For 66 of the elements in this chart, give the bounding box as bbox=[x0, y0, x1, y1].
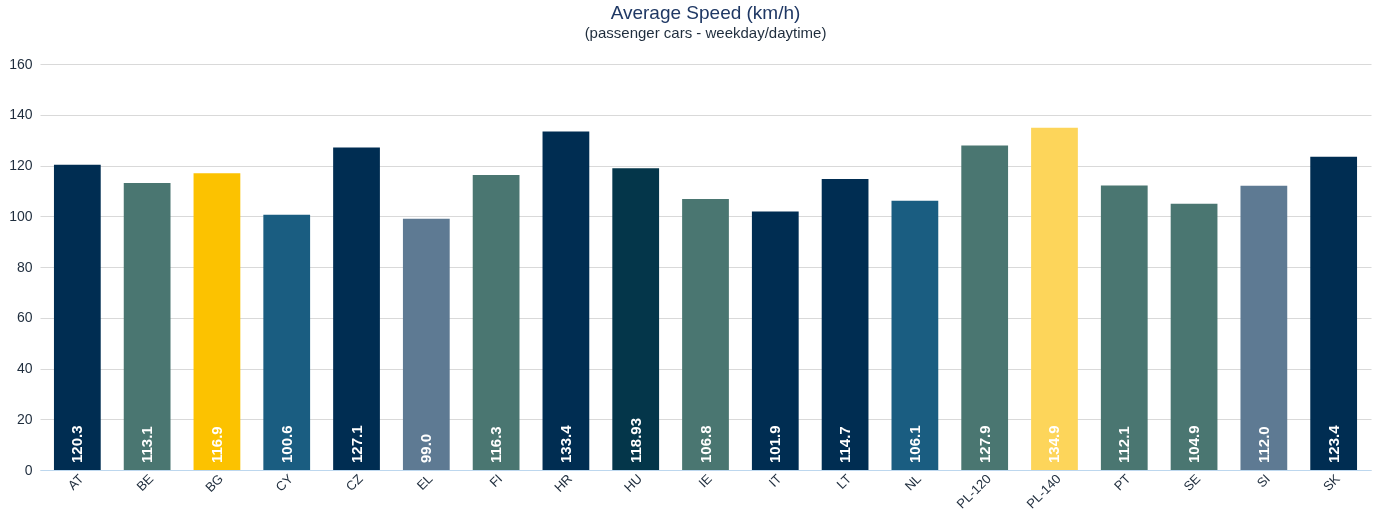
data-label: 101.9 bbox=[766, 425, 784, 463]
y-tick-label: 80 bbox=[16, 258, 33, 275]
y-tick-label: 140 bbox=[9, 106, 33, 123]
data-label: 127.9 bbox=[975, 425, 993, 463]
bar bbox=[1240, 185, 1288, 470]
chart-title: Average Speed (km/h) bbox=[610, 2, 801, 23]
data-label: 99.0 bbox=[417, 433, 435, 463]
x-tick-label: NL bbox=[901, 471, 925, 494]
x-tick-label: PT bbox=[1111, 471, 1134, 494]
y-tick-label: 100 bbox=[9, 207, 33, 224]
data-label: 116.3 bbox=[487, 426, 505, 463]
data-label: 123.4 bbox=[1324, 424, 1342, 463]
data-label: 104.9 bbox=[1185, 425, 1203, 463]
bar bbox=[193, 173, 241, 470]
x-tick-label: BE bbox=[133, 470, 157, 494]
data-label: 118.93 bbox=[626, 417, 644, 463]
bar bbox=[751, 211, 799, 470]
y-tick-label: 60 bbox=[16, 309, 33, 326]
data-label: 100.6 bbox=[277, 425, 295, 463]
bar bbox=[263, 214, 311, 470]
y-tick-label: 0 bbox=[24, 461, 33, 478]
bar bbox=[612, 168, 660, 470]
x-tick-label: CZ bbox=[342, 471, 366, 494]
bar bbox=[542, 131, 590, 470]
chart-subtitle: (passenger cars - weekday/daytime) bbox=[584, 24, 827, 41]
x-tick-label: EL bbox=[413, 471, 436, 493]
y-tick-label: 20 bbox=[16, 410, 33, 427]
bar bbox=[1031, 127, 1078, 470]
x-tick-label: FI bbox=[486, 471, 506, 490]
data-label: 114.7 bbox=[836, 426, 854, 463]
x-tick-label: HR bbox=[551, 471, 576, 495]
data-label: 112.1 bbox=[1115, 426, 1133, 463]
bar bbox=[402, 218, 450, 470]
bar bbox=[53, 164, 101, 470]
data-label: 113.1 bbox=[138, 426, 156, 463]
data-label: 120.3 bbox=[68, 425, 86, 463]
x-tick-label: SK bbox=[1319, 470, 1344, 494]
bar bbox=[1310, 156, 1358, 470]
x-tick-label: IT bbox=[765, 471, 785, 490]
data-label: 134.9 bbox=[1045, 425, 1063, 463]
bar bbox=[961, 145, 1009, 470]
x-tick-label: AT bbox=[64, 471, 87, 493]
bar bbox=[472, 174, 520, 470]
x-tick-label: CY bbox=[272, 470, 297, 495]
x-tick-label: IE bbox=[695, 470, 715, 491]
bar bbox=[1170, 203, 1218, 470]
data-label: 106.1 bbox=[905, 425, 923, 463]
bar bbox=[1100, 185, 1148, 470]
x-tick-label: LT bbox=[833, 471, 855, 492]
data-label: 112.0 bbox=[1254, 426, 1272, 463]
bar bbox=[682, 199, 729, 470]
x-tick-label: SE bbox=[1180, 470, 1204, 494]
y-tick-label: 120 bbox=[9, 157, 33, 173]
x-tick-label: SI bbox=[1253, 471, 1274, 491]
data-label: 127.1 bbox=[347, 425, 365, 463]
y-tick-label: 160 bbox=[9, 55, 33, 72]
x-tick-label: BG bbox=[202, 471, 227, 495]
data-label: 116.9 bbox=[207, 426, 225, 463]
bar bbox=[333, 147, 380, 470]
x-tick-label: HU bbox=[621, 471, 645, 495]
y-tick-label: 40 bbox=[16, 360, 33, 376]
bar bbox=[821, 178, 869, 470]
data-label: 133.4 bbox=[556, 424, 574, 463]
bar bbox=[123, 183, 171, 470]
data-label: 106.8 bbox=[696, 425, 714, 463]
bar bbox=[891, 200, 939, 470]
